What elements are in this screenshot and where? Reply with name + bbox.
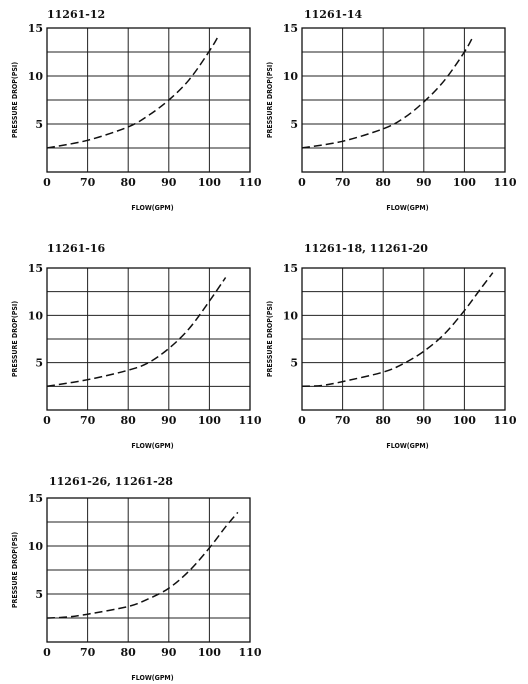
y-tick-label: 15 [28,262,43,275]
y-tick-label: 5 [35,118,43,131]
x-tick-label: 110 [239,646,262,659]
x-tick-label: 70 [335,414,351,427]
x-tick-label: 110 [494,176,517,189]
y-axis-label: PRESSURE DROP(PSI) [266,301,274,377]
x-tick-label: 90 [161,176,177,189]
x-tick-label: 110 [239,176,262,189]
y-tick-label: 15 [28,492,43,505]
y-tick-label: 15 [28,22,43,35]
x-tick-label: 70 [80,414,96,427]
x-tick-label: 100 [198,646,221,659]
x-tick-label: 0 [298,414,306,427]
x-tick-label: 100 [198,176,221,189]
x-tick-label: 80 [121,646,137,659]
x-tick-label: 80 [376,176,392,189]
x-tick-label: 0 [298,176,306,189]
x-axis-label: FLOW(GPM) [131,674,173,682]
x-tick-label: 70 [80,646,96,659]
series-line [46,277,227,388]
series-line [46,37,219,149]
x-tick-label: 100 [453,414,476,427]
chart-title: 11261-14 [304,8,362,21]
x-tick-label: 110 [494,414,517,427]
x-axis-label: FLOW(GPM) [386,204,428,212]
x-tick-label: 90 [161,646,177,659]
x-tick-label: 90 [416,176,432,189]
y-tick-label: 5 [290,118,298,131]
y-tick-label: 10 [28,70,44,83]
series-line [301,37,474,149]
y-tick-label: 10 [28,540,44,553]
x-tick-label: 100 [198,414,221,427]
y-tick-label: 15 [283,262,298,275]
y-tick-label: 5 [35,588,43,601]
plot-frame [46,27,251,173]
y-tick-label: 10 [283,70,299,83]
x-axis-label: FLOW(GPM) [131,442,173,450]
chart-title: 11261-18, 11261-20 [304,242,428,255]
x-tick-label: 80 [121,414,137,427]
chart-title: 11261-26, 11261-28 [49,475,173,488]
plot-frame [46,267,251,411]
x-tick-label: 70 [80,176,96,189]
x-axis-label: FLOW(GPM) [131,204,173,212]
x-tick-label: 110 [239,414,262,427]
x-tick-label: 70 [335,176,351,189]
y-tick-label: 5 [290,357,298,370]
series-line [46,511,239,619]
x-tick-label: 0 [43,414,51,427]
chart-title: 11261-12 [47,8,105,21]
x-tick-label: 80 [376,414,392,427]
y-tick-label: 15 [283,22,298,35]
x-tick-label: 100 [453,176,476,189]
y-axis-label: PRESSURE DROP(PSI) [266,62,274,138]
chart-3: 11261-16 0 70 80 90 100 110 5 10 15 FLOW(GPM) PRESS… [11,242,262,450]
plot-frame [301,267,506,411]
plot-frame [301,27,506,173]
y-tick-label: 10 [283,309,299,322]
plot-frame [46,497,251,643]
x-tick-label: 90 [161,414,177,427]
chart-2: 11261-14 0 70 80 90 100 110 5 10 15 FLOW(GPM) PRESS… [266,8,517,212]
chart-title: 11261-16 [47,242,105,255]
chart-1: 11261-12 0 70 80 90 100 110 5 10 15 FLOW(GPM) PRESS… [11,8,262,212]
y-axis-label: PRESSURE DROP(PSI) [11,62,19,138]
x-tick-label: 0 [43,646,51,659]
series-line [301,272,494,388]
y-axis-label: PRESSURE DROP(PSI) [11,532,19,608]
x-tick-label: 90 [416,414,432,427]
y-tick-label: 5 [35,357,43,370]
chart-4: 11261-18, 11261-20 0 70 80 90 100 110 5 10 15 FLOW… [266,242,517,450]
x-tick-label: 0 [43,176,51,189]
x-axis-label: FLOW(GPM) [386,442,428,450]
chart-5: 11261-26, 11261-28 0 70 80 90 100 110 5 10 15 FLOW… [11,475,262,682]
x-tick-label: 80 [121,176,137,189]
y-tick-label: 10 [28,309,44,322]
y-axis-label: PRESSURE DROP(PSI) [11,301,19,377]
